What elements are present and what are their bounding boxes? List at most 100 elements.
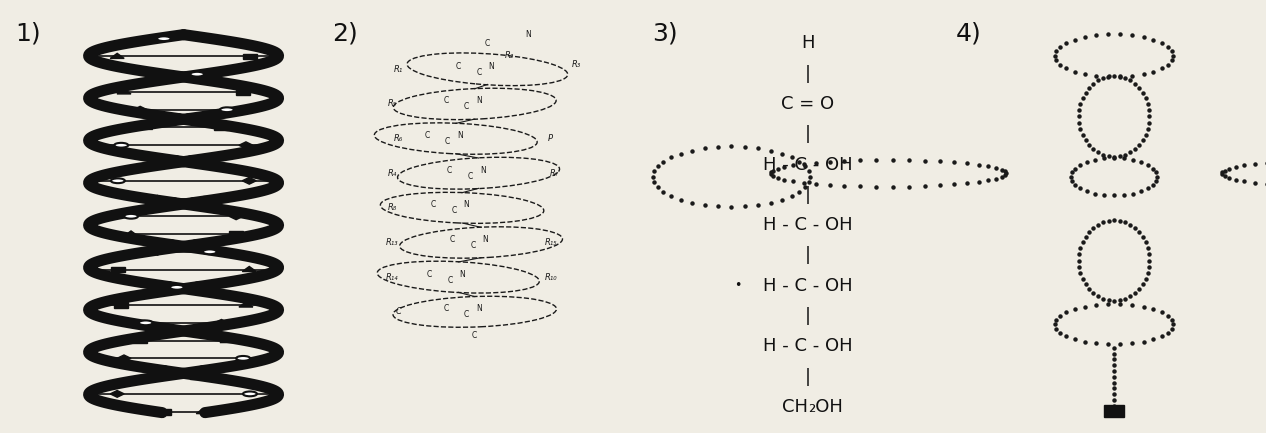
Circle shape bbox=[237, 356, 251, 361]
Text: C: C bbox=[447, 166, 452, 174]
Text: N: N bbox=[480, 166, 486, 174]
Polygon shape bbox=[124, 231, 138, 236]
Text: N: N bbox=[457, 131, 463, 140]
Text: C: C bbox=[449, 235, 454, 244]
Text: C: C bbox=[427, 270, 432, 278]
Circle shape bbox=[243, 391, 257, 396]
Text: H - C - OH: H - C - OH bbox=[763, 155, 852, 174]
Text: C: C bbox=[463, 103, 470, 111]
Text: |: | bbox=[805, 186, 810, 204]
Bar bbox=[157, 409, 171, 414]
Text: N: N bbox=[482, 235, 489, 244]
Polygon shape bbox=[184, 284, 197, 291]
Circle shape bbox=[170, 285, 184, 290]
Text: R₂: R₂ bbox=[504, 51, 514, 60]
Circle shape bbox=[220, 107, 234, 112]
Polygon shape bbox=[196, 36, 210, 42]
Text: N: N bbox=[525, 30, 532, 39]
Polygon shape bbox=[151, 195, 165, 200]
Text: C: C bbox=[485, 39, 490, 48]
Polygon shape bbox=[133, 107, 147, 113]
Text: R₁₅: R₁₅ bbox=[544, 238, 557, 247]
Text: H: H bbox=[801, 34, 814, 52]
Text: |: | bbox=[805, 246, 810, 265]
Polygon shape bbox=[214, 320, 228, 326]
Polygon shape bbox=[239, 142, 253, 149]
Polygon shape bbox=[184, 160, 197, 165]
Bar bbox=[214, 125, 228, 130]
Text: C: C bbox=[443, 97, 448, 105]
Text: N: N bbox=[489, 62, 495, 71]
Text: N: N bbox=[476, 97, 482, 105]
Text: H - C - OH: H - C - OH bbox=[763, 216, 852, 234]
Text: N: N bbox=[463, 200, 470, 209]
Text: R₁₀: R₁₀ bbox=[544, 273, 557, 281]
Circle shape bbox=[157, 36, 171, 41]
Text: C: C bbox=[444, 137, 451, 146]
Text: R₁₃: R₁₃ bbox=[386, 238, 399, 247]
Text: |: | bbox=[805, 368, 810, 386]
Text: C: C bbox=[396, 307, 401, 316]
Text: C: C bbox=[424, 131, 429, 140]
Text: C: C bbox=[430, 200, 436, 209]
Polygon shape bbox=[229, 213, 243, 220]
Bar bbox=[111, 267, 125, 272]
Polygon shape bbox=[116, 355, 130, 362]
Polygon shape bbox=[116, 89, 130, 94]
Circle shape bbox=[114, 143, 128, 148]
Text: |: | bbox=[805, 307, 810, 325]
Polygon shape bbox=[151, 249, 165, 255]
Text: R₅: R₅ bbox=[387, 100, 398, 108]
Bar bbox=[133, 338, 147, 343]
Text: C: C bbox=[472, 331, 477, 340]
Bar bbox=[114, 302, 128, 308]
Circle shape bbox=[139, 320, 153, 325]
Text: |: | bbox=[805, 125, 810, 143]
Bar bbox=[203, 196, 216, 201]
Polygon shape bbox=[163, 71, 177, 78]
Circle shape bbox=[190, 72, 204, 77]
Text: C: C bbox=[470, 241, 476, 250]
Circle shape bbox=[124, 214, 138, 219]
Text: C: C bbox=[467, 172, 473, 181]
Polygon shape bbox=[220, 337, 234, 343]
Text: C: C bbox=[447, 276, 453, 284]
Text: H - C - OH: H - C - OH bbox=[763, 337, 852, 355]
Polygon shape bbox=[110, 391, 124, 397]
Bar bbox=[237, 89, 251, 95]
Text: N: N bbox=[476, 304, 482, 313]
Text: 4): 4) bbox=[956, 22, 981, 45]
Circle shape bbox=[111, 178, 125, 183]
Bar bbox=[190, 373, 204, 379]
Bar bbox=[243, 54, 257, 59]
Text: C: C bbox=[451, 207, 457, 215]
Text: R₈: R₈ bbox=[387, 204, 398, 212]
Text: ₂OH: ₂OH bbox=[808, 398, 843, 416]
Text: CH: CH bbox=[781, 398, 808, 416]
Polygon shape bbox=[163, 373, 177, 378]
Text: P: P bbox=[548, 134, 553, 143]
Polygon shape bbox=[239, 302, 253, 307]
Text: R₁: R₁ bbox=[394, 65, 404, 74]
Text: R₄: R₄ bbox=[387, 169, 398, 178]
Text: C: C bbox=[456, 62, 461, 71]
Circle shape bbox=[203, 249, 216, 254]
Bar bbox=[229, 231, 243, 237]
Bar bbox=[170, 160, 184, 166]
Text: N: N bbox=[460, 270, 466, 278]
Text: 2): 2) bbox=[332, 22, 357, 45]
Bar bbox=[1104, 405, 1124, 417]
Text: R₁₄: R₁₄ bbox=[386, 273, 399, 281]
Text: R₆: R₆ bbox=[394, 134, 404, 143]
Polygon shape bbox=[139, 124, 153, 129]
Text: C: C bbox=[463, 310, 470, 319]
Text: •: • bbox=[734, 279, 742, 292]
Polygon shape bbox=[242, 266, 256, 271]
Text: 3): 3) bbox=[652, 22, 677, 45]
Text: H - C - OH: H - C - OH bbox=[763, 277, 852, 295]
Text: R₃: R₃ bbox=[571, 60, 581, 68]
Polygon shape bbox=[110, 53, 124, 58]
Polygon shape bbox=[196, 409, 210, 414]
Polygon shape bbox=[242, 178, 256, 184]
Text: C: C bbox=[443, 304, 448, 313]
